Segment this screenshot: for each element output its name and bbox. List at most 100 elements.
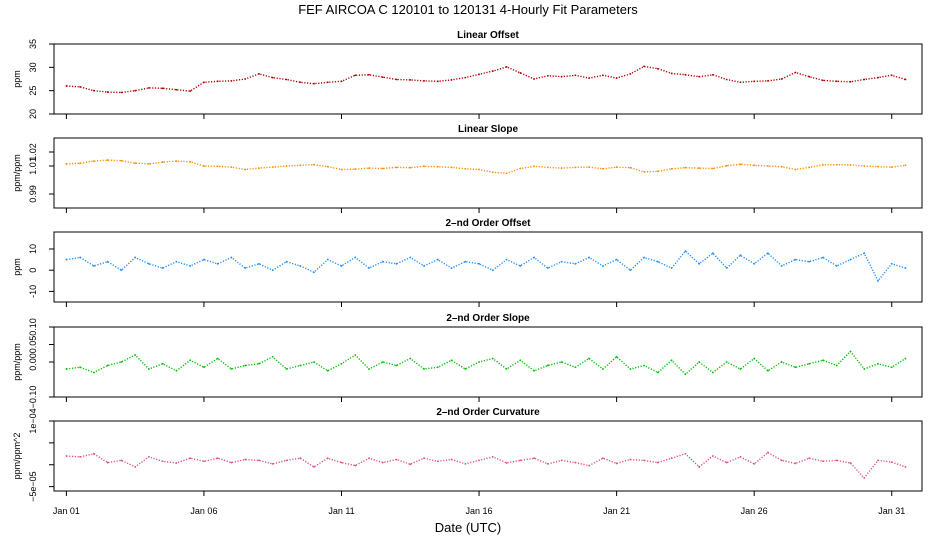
data-point bbox=[120, 459, 123, 462]
data-point bbox=[65, 163, 68, 165]
data-point bbox=[519, 72, 522, 74]
x-tick-label: Jan 31 bbox=[878, 506, 905, 516]
data-point bbox=[505, 462, 508, 464]
data-point bbox=[395, 364, 398, 367]
data-point bbox=[161, 87, 164, 90]
data-point bbox=[120, 91, 123, 94]
data-point bbox=[464, 260, 467, 263]
data-point bbox=[120, 269, 123, 272]
data-point bbox=[106, 91, 109, 93]
data-point bbox=[849, 80, 852, 83]
y-axis-label: ppm bbox=[12, 258, 22, 276]
data-point bbox=[849, 350, 852, 353]
data-point bbox=[863, 165, 866, 167]
data-point bbox=[505, 172, 508, 175]
y-tick-label: 0.00 bbox=[28, 353, 38, 371]
x-tick-label: Jan 21 bbox=[603, 506, 630, 516]
data-point bbox=[643, 364, 646, 367]
data-point bbox=[395, 262, 398, 265]
data-point bbox=[381, 167, 384, 170]
data-point bbox=[574, 262, 577, 265]
data-point bbox=[725, 361, 728, 363]
data-point bbox=[767, 252, 769, 255]
data-point bbox=[546, 462, 549, 465]
data-point bbox=[271, 166, 274, 169]
panel-title: 2–nd Order Curvature bbox=[436, 407, 540, 418]
data-point bbox=[629, 72, 632, 75]
data-point bbox=[533, 256, 535, 259]
data-point bbox=[491, 455, 494, 458]
data-point bbox=[904, 466, 907, 468]
data-point bbox=[271, 76, 274, 79]
data-point bbox=[519, 167, 522, 170]
data-point bbox=[835, 459, 838, 462]
data-point bbox=[904, 78, 907, 81]
data-point bbox=[890, 74, 893, 77]
data-point bbox=[478, 459, 480, 462]
data-point bbox=[904, 267, 907, 269]
data-point bbox=[106, 260, 109, 263]
data-point bbox=[92, 160, 95, 163]
data-point bbox=[450, 79, 453, 81]
data-point bbox=[216, 80, 219, 83]
data-point bbox=[79, 366, 82, 369]
y-axis-label: ppm/ppm^2 bbox=[12, 433, 22, 480]
data-point bbox=[175, 160, 178, 163]
y-tick-label: 0 bbox=[28, 268, 38, 273]
x-tick-label: Jan 06 bbox=[190, 506, 217, 516]
data-point bbox=[285, 78, 288, 81]
data-point bbox=[368, 167, 370, 170]
data-point bbox=[230, 79, 233, 82]
data-point bbox=[478, 361, 480, 363]
data-point bbox=[808, 260, 811, 263]
data-point bbox=[670, 167, 673, 170]
x-tick-label: Jan 16 bbox=[466, 506, 493, 516]
data-point bbox=[656, 371, 659, 374]
data-point bbox=[258, 72, 260, 75]
data-series-line bbox=[66, 65, 906, 94]
data-point bbox=[863, 476, 866, 479]
data-point bbox=[340, 461, 343, 464]
data-point bbox=[148, 368, 150, 370]
data-point bbox=[739, 163, 742, 166]
data-point bbox=[656, 461, 659, 464]
data-point bbox=[615, 355, 618, 358]
data-point bbox=[258, 262, 260, 265]
data-point bbox=[230, 461, 233, 464]
plot-frame bbox=[53, 43, 923, 115]
data-point bbox=[712, 455, 714, 457]
data-point bbox=[271, 355, 274, 358]
y-tick-label: 20 bbox=[28, 109, 38, 119]
data-point bbox=[835, 80, 838, 83]
panel-title: Linear Offset bbox=[457, 30, 519, 41]
data-point bbox=[643, 170, 646, 173]
data-point bbox=[368, 267, 370, 269]
data-point bbox=[203, 366, 205, 369]
data-point bbox=[92, 371, 95, 374]
data-point bbox=[464, 76, 467, 79]
data-point bbox=[436, 460, 439, 463]
data-point bbox=[574, 74, 577, 77]
data-point bbox=[175, 462, 178, 464]
data-point bbox=[712, 167, 714, 170]
data-point bbox=[106, 364, 109, 367]
y-tick-label: 35 bbox=[28, 39, 38, 49]
data-point bbox=[780, 459, 783, 462]
data-series-line bbox=[66, 250, 906, 283]
data-point bbox=[409, 256, 412, 259]
data-point bbox=[533, 165, 535, 168]
data-point bbox=[271, 462, 274, 465]
y-tick-label: −0.10 bbox=[28, 386, 38, 409]
data-point bbox=[230, 368, 233, 370]
data-point bbox=[65, 85, 68, 87]
data-point bbox=[684, 452, 687, 455]
data-point bbox=[92, 89, 95, 92]
data-point bbox=[656, 67, 659, 70]
data-point bbox=[148, 455, 150, 458]
y-tick-label: 1e−04 bbox=[28, 408, 38, 433]
data-point bbox=[299, 457, 302, 460]
data-point bbox=[739, 254, 742, 257]
data-point bbox=[409, 463, 412, 466]
data-point bbox=[739, 455, 742, 458]
